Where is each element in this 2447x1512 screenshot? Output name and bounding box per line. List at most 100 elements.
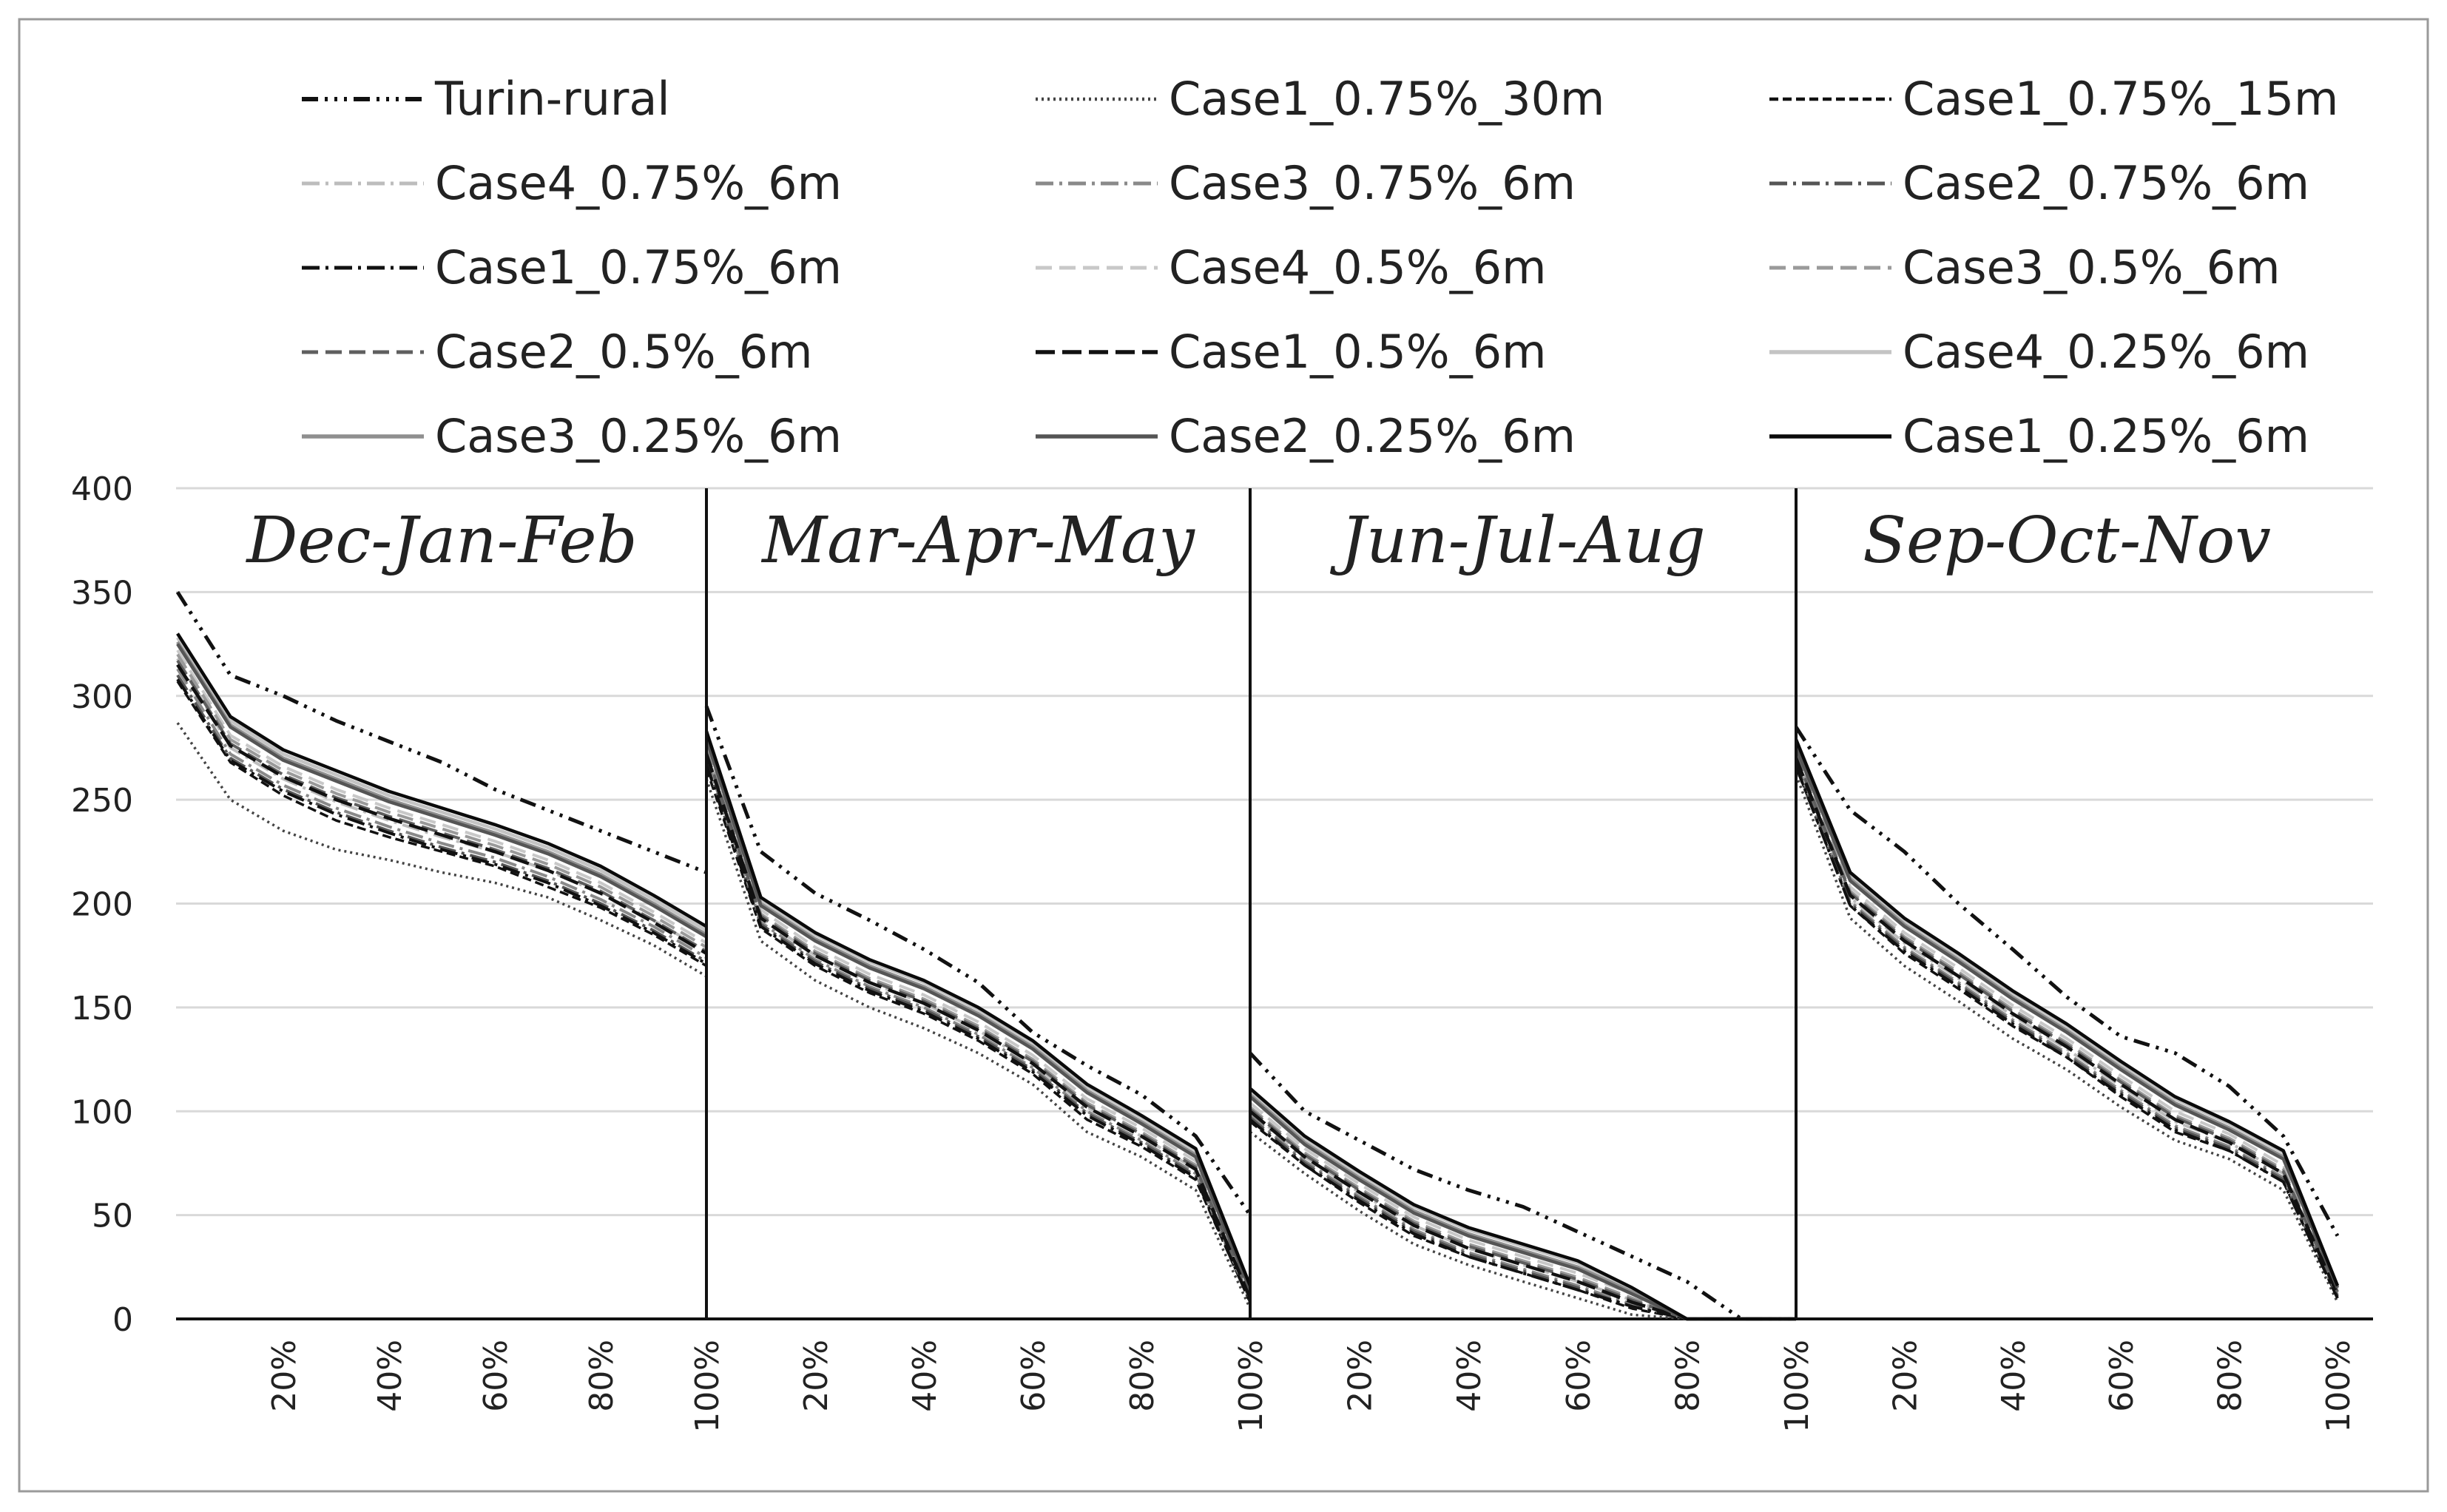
series-line-Case1_0.75%_30m-Mar-Apr-May xyxy=(705,778,1252,1309)
y-tick-label: 400 xyxy=(71,470,133,508)
x-tick-label: 80% xyxy=(1669,1340,1707,1412)
series-Case4_0.75%_6m xyxy=(176,658,2339,1320)
x-tick-label: 80% xyxy=(583,1340,621,1412)
series-line-Case2_0.75%_6m-Jun-Jul-Aug xyxy=(1249,1116,1796,1320)
axes: 0 50 100 150 200 250 300 350 400 20% 40% 60% 80% 100%… xyxy=(71,470,2373,1433)
series-line-Turin-rural-Dec-Jan-Feb xyxy=(175,591,707,874)
y-tick-label: 0 xyxy=(112,1301,133,1339)
series-line-Case3_0.25%_6m-Sep-Oct-Nov xyxy=(1794,745,2340,1289)
series-line-Case1_0.75%_6m-Jun-Jul-Aug xyxy=(1249,1118,1796,1320)
series-line-Case3_0.75%_6m-Sep-Oct-Nov xyxy=(1795,761,2339,1297)
y-tick-label: 200 xyxy=(71,886,133,924)
y-tick-label: 50 xyxy=(92,1198,133,1235)
y-tick-label: 150 xyxy=(71,990,133,1027)
x-tick-label: 100% xyxy=(689,1340,726,1433)
season-dividers xyxy=(705,488,1798,1319)
legend-label: Case4_0.5%_6m xyxy=(1169,240,1547,294)
legend-label: Case4_0.25%_6m xyxy=(1903,325,2309,379)
series-line-Case3_0.5%_6m-Jun-Jul-Aug xyxy=(1249,1106,1796,1320)
season-label: Mar-Apr-May xyxy=(760,504,1195,578)
legend-label: Case3_0.75%_6m xyxy=(1169,156,1576,210)
series-line-Case1_0.5%_6m-Mar-Apr-May xyxy=(704,753,1252,1299)
series-line-Case3_0.25%_6m-Mar-Apr-May xyxy=(704,737,1252,1291)
y-tick-label: 300 xyxy=(71,678,133,716)
data-series xyxy=(175,591,2340,1321)
legend-label: Case2_0.5%_6m xyxy=(435,325,813,379)
figure-border xyxy=(18,18,2429,1493)
series-line-Case3_0.75%_6m-Jun-Jul-Aug xyxy=(1249,1114,1796,1320)
season-labels: Dec-Jan-Feb Mar-Apr-May Jun-Jul-Aug Sep-Oct… xyxy=(245,504,2271,578)
legend-label: Case1_0.75%_6m xyxy=(435,240,842,294)
series-Turin-rural xyxy=(175,591,2340,1321)
legend-label: Case2_0.25%_6m xyxy=(1169,409,1576,463)
series-line-Case4_0.5%_6m-Sep-Oct-Nov xyxy=(1795,751,2339,1291)
x-tick-label: 40% xyxy=(1451,1340,1488,1412)
series-Case4_0.5%_6m xyxy=(176,649,2339,1320)
x-tick-label: 60% xyxy=(1015,1340,1053,1412)
x-tick-label: 100% xyxy=(2320,1340,2357,1433)
x-tick-label: 60% xyxy=(2103,1340,2141,1412)
legend-label: Case1_0.5%_6m xyxy=(1169,325,1547,379)
legend-label: Case3_0.5%_6m xyxy=(1903,240,2281,294)
season-label: Jun-Jul-Aug xyxy=(1329,504,1705,578)
series-line-Case1_0.75%_6m-Dec-Jan-Feb xyxy=(176,678,708,965)
series-line-Case2_0.75%_6m-Dec-Jan-Feb xyxy=(176,674,708,963)
x-tick-label: 60% xyxy=(477,1340,515,1412)
series-line-Case1_0.25%_6m-Mar-Apr-May xyxy=(704,730,1252,1286)
series-Case4_0.25%_6m xyxy=(176,636,2340,1321)
series-line-Case1_0.75%_15m-Jun-Jul-Aug xyxy=(1249,1120,1796,1320)
legend: Turin-rural Case1_0.75%_30m Case1_0.75%_15… xyxy=(302,72,2338,463)
series-line-Case4_0.5%_6m-Dec-Jan-Feb xyxy=(176,649,708,945)
series-line-Case4_0.75%_6m-Dec-Jan-Feb xyxy=(176,658,708,953)
series-line-Case1_0.25%_6m-Dec-Jan-Feb xyxy=(176,632,708,928)
x-tick-label: 20% xyxy=(797,1340,835,1412)
series-line-Case4_0.25%_6m-Mar-Apr-May xyxy=(704,732,1252,1289)
series-line-Case3_0.5%_6m-Mar-Apr-May xyxy=(705,749,1252,1297)
series-line-Case4_0.25%_6m-Dec-Jan-Feb xyxy=(176,636,708,932)
series-Case3_0.5%_6m xyxy=(176,653,2339,1320)
season-label: Dec-Jan-Feb xyxy=(245,504,637,578)
series-line-Case4_0.5%_6m-Jun-Jul-Aug xyxy=(1249,1101,1796,1320)
series-line-Case1_0.5%_6m-Sep-Oct-Nov xyxy=(1794,757,2340,1295)
series-line-Case3_0.75%_6m-Mar-Apr-May xyxy=(705,757,1252,1301)
series-line-Case4_0.25%_6m-Sep-Oct-Nov xyxy=(1794,740,2340,1286)
legend-label: Case4_0.75%_6m xyxy=(435,156,842,210)
x-tick-label: 40% xyxy=(906,1340,944,1412)
series-line-Case3_0.75%_6m-Dec-Jan-Feb xyxy=(176,668,708,959)
series-line-Case1_0.75%_30m-Dec-Jan-Feb xyxy=(176,722,707,978)
series-line-Case2_0.5%_6m-Mar-Apr-May xyxy=(705,751,1252,1297)
legend-label: Case1_0.75%_15m xyxy=(1903,72,2338,126)
x-tick-label: 80% xyxy=(2212,1340,2249,1412)
x-tick-label: 100% xyxy=(1232,1340,1270,1433)
series-line-Case2_0.25%_6m-Sep-Oct-Nov xyxy=(1794,747,2340,1289)
y-tick-label: 350 xyxy=(71,574,133,612)
series-Case1_0.75%_30m xyxy=(176,722,2339,1320)
series-line-Case4_0.75%_6m-Mar-Apr-May xyxy=(705,753,1252,1299)
series-line-Case3_0.5%_6m-Sep-Oct-Nov xyxy=(1795,753,2339,1293)
legend-label: Turin-rural xyxy=(434,72,670,126)
x-tick-label: 100% xyxy=(1778,1340,1816,1433)
series-line-Case4_0.5%_6m-Mar-Apr-May xyxy=(705,745,1252,1295)
series-line-Case1_0.5%_6m-Dec-Jan-Feb xyxy=(176,664,708,955)
legend-label: Case1_0.25%_6m xyxy=(1903,409,2309,463)
series-line-Case2_0.25%_6m-Dec-Jan-Feb xyxy=(176,643,708,939)
series-line-Turin-rural-Sep-Oct-Nov xyxy=(1794,726,2340,1237)
series-line-Case1_0.75%_15m-Sep-Oct-Nov xyxy=(1795,766,2339,1299)
x-tick-label: 20% xyxy=(1342,1340,1380,1412)
x-tick-label: 20% xyxy=(1886,1340,1924,1412)
legend-label: Case2_0.75%_6m xyxy=(1903,156,2309,210)
x-tick-label: 20% xyxy=(266,1340,303,1412)
series-line-Turin-rural-Mar-Apr-May xyxy=(704,705,1252,1217)
series-line-Case2_0.75%_6m-Sep-Oct-Nov xyxy=(1795,763,2339,1297)
series-line-Case1_0.75%_6m-Mar-Apr-May xyxy=(705,763,1252,1303)
series-Case2_0.25%_6m xyxy=(176,643,2340,1321)
series-line-Case1_0.75%_30m-Jun-Jul-Aug xyxy=(1249,1130,1796,1320)
x-tick-label: 40% xyxy=(371,1340,409,1412)
series-line-Case3_0.25%_6m-Dec-Jan-Feb xyxy=(176,641,708,936)
series-Case3_0.25%_6m xyxy=(176,641,2340,1321)
gridlines xyxy=(176,487,2373,1217)
series-line-Case1_0.25%_6m-Sep-Oct-Nov xyxy=(1794,738,2340,1286)
x-tick-label: 60% xyxy=(1560,1340,1598,1412)
